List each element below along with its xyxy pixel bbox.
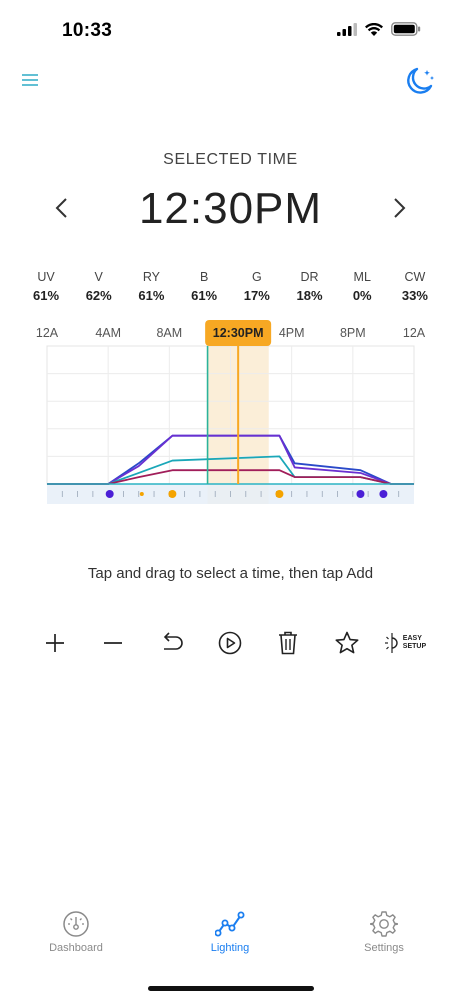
easy-setup-label: EASY SETUP (403, 635, 426, 651)
delete-button[interactable] (263, 626, 313, 660)
chevron-left-icon (55, 198, 67, 218)
easy-setup-line1: EASY (402, 635, 422, 642)
previous-time-button[interactable] (48, 194, 76, 222)
channel-name: RY (142, 270, 160, 284)
moon-stars-icon (407, 67, 434, 94)
x-tick-label: 4PM (279, 326, 305, 340)
battery-icon (391, 22, 421, 36)
channel-name: V (94, 270, 103, 284)
channel-v: V 62% (73, 270, 125, 303)
top-bar (0, 62, 461, 102)
home-indicator (148, 986, 314, 991)
menu-button[interactable] (20, 70, 40, 90)
x-tick-label: 8AM (156, 326, 182, 340)
gauge-icon (63, 911, 89, 937)
series-line (47, 434, 414, 485)
preview-button[interactable] (205, 626, 255, 660)
channel-value: 18% (296, 288, 323, 303)
undo-icon (163, 632, 183, 650)
channel-cw: CW 33% (389, 270, 441, 303)
channel-value: 33% (401, 288, 428, 303)
channel-ml: ML 0% (336, 270, 388, 303)
channel-g: G 17% (231, 270, 283, 303)
gear-icon (370, 911, 398, 937)
cellular-signal-icon (337, 22, 357, 36)
plus-icon (46, 634, 64, 652)
channel-name: UV (37, 270, 55, 284)
tab-dashboard[interactable]: Dashboard (16, 910, 136, 954)
tab-settings[interactable]: Settings (324, 910, 444, 954)
minus-icon (104, 642, 123, 644)
time-selector: 12:30PM (0, 180, 461, 240)
schedule-marker (105, 490, 114, 498)
trash-icon (279, 631, 298, 655)
chevron-right-icon (394, 198, 406, 218)
channel-dr: DR 18% (284, 270, 336, 303)
play-circle-icon (218, 631, 242, 655)
selected-time-label: SELECTED TIME (163, 151, 298, 168)
channel-name: ML (353, 270, 371, 284)
remove-point-button[interactable] (88, 626, 138, 660)
x-tick-label: 12A (403, 326, 426, 340)
add-point-button[interactable] (30, 626, 80, 660)
lighting-schedule-chart[interactable]: 12A 4AM 8AM 4PM 8PM 12A 12:30PM (0, 318, 461, 518)
channel-ry: RY 61% (125, 270, 177, 303)
selected-time-badge-label: 12:30PM (213, 326, 264, 340)
channel-name: CW (404, 270, 426, 284)
easy-setup-button[interactable]: EASY SETUP (380, 626, 430, 660)
tab-lighting[interactable]: Lighting (170, 910, 290, 954)
x-tick-label: 12A (36, 326, 59, 340)
night-mode-button[interactable] (403, 64, 437, 98)
tab-label: Dashboard (49, 942, 103, 954)
channel-name: G (251, 270, 262, 284)
channel-b: B 61% (178, 270, 230, 303)
channel-value: 17% (243, 288, 270, 303)
instructions-text: Tap and drag to select a time, then tap … (87, 565, 374, 582)
channel-name: DR (300, 270, 319, 284)
tab-label: Lighting (210, 942, 250, 954)
channel-name: B (199, 270, 209, 284)
x-tick-label: 4AM (95, 326, 121, 340)
channel-value: 62% (85, 288, 112, 303)
schedule-marker (275, 490, 284, 498)
status-time: 10:33 (62, 20, 113, 41)
schedule-marker (168, 490, 177, 498)
schedule-toolbar: EASY SETUP (30, 626, 430, 660)
schedule-marker (356, 490, 365, 498)
channel-readouts: UV 61% V 62% RY 61% B 61% G 17% DR 18% M… (20, 270, 441, 303)
selected-time-value: 12:30PM (138, 184, 323, 233)
series-line (47, 469, 414, 485)
status-bar: 10:33 (0, 0, 461, 60)
channel-value: 0% (352, 288, 372, 303)
chart-line-icon (215, 911, 245, 937)
hamburger-menu-icon (22, 74, 38, 86)
channel-value: 61% (138, 288, 165, 303)
channel-value: 61% (32, 288, 60, 303)
lighting-chart-svg[interactable]: 12A 4AM 8AM 4PM 8PM 12A 12:30PM (0, 318, 461, 518)
undo-button[interactable] (147, 626, 197, 660)
channel-value: 61% (191, 288, 218, 303)
bottom-tab-bar: Dashboard Lighting Settings (0, 910, 461, 970)
next-time-button[interactable] (385, 194, 413, 222)
easy-setup-line2: SETUP (402, 643, 427, 650)
channel-uv: UV 61% (20, 270, 72, 303)
star-icon (335, 631, 359, 654)
schedule-marker (139, 492, 144, 496)
wifi-icon (365, 22, 383, 36)
x-tick-label: 8PM (340, 326, 366, 340)
tab-label: Settings (364, 942, 404, 954)
status-icons (337, 22, 421, 36)
schedule-marker (379, 490, 388, 498)
selected-time-badge (205, 320, 272, 346)
favorite-button[interactable] (322, 626, 372, 660)
sun-half-icon (384, 633, 398, 653)
